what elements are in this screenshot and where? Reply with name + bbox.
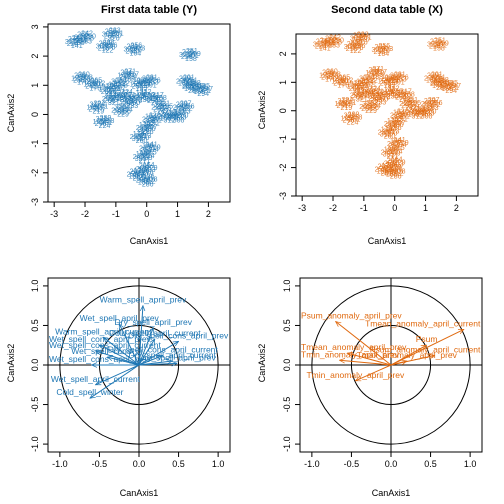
point-label: 321 — [108, 100, 120, 107]
scatter-points: 1221702072332562813033261331762132382602… — [65, 28, 213, 189]
vector-label: Wet_spell_cons_april_prev — [49, 354, 152, 364]
chart-title: Second data table (X) — [331, 4, 443, 16]
point-label: 294 — [445, 88, 457, 95]
vector-label: Wet_spell_april_current — [51, 374, 141, 384]
vector-label: Tmax_anomaly_april_prev — [357, 350, 458, 360]
y-axis-label: CanAxis2 — [6, 94, 16, 133]
point-label: 321 — [356, 97, 368, 104]
y-tick-label: -1.0 — [30, 436, 40, 452]
y-axis-label: CanAxis2 — [6, 344, 16, 383]
panel-y-correlation-circle: CanAxis1 CanAxis2 -1.0 -0.5 0.0 0.5 1.0 -1.0 -… — [6, 278, 230, 498]
x-tick-label: -0.5 — [92, 459, 108, 469]
y-tick-label: -2 — [278, 164, 288, 172]
y-tick-label: -0.5 — [30, 397, 40, 413]
x-tick-label: -1.0 — [304, 459, 320, 469]
x-tick-label: 0.0 — [385, 459, 398, 469]
y-tick-label: -1 — [30, 140, 40, 148]
point-label: 141 — [319, 45, 331, 52]
x-tick-label: -2 — [329, 203, 337, 213]
y-tick-label: -0.5 — [282, 397, 292, 413]
vector-label: Tmin_anomaly_april_prev — [306, 370, 405, 380]
x-tick-label: -2 — [81, 209, 89, 219]
point-label: 299 — [430, 79, 442, 86]
x-tick-label: -1 — [360, 203, 368, 213]
point-label: 122 — [102, 47, 114, 54]
x-tick-label: 0.0 — [133, 459, 146, 469]
y-tick-label: 2 — [278, 51, 288, 56]
x-tick-label: -0.5 — [344, 459, 360, 469]
y-tick-label: -3 — [30, 198, 40, 206]
y-tick-label: 2 — [30, 54, 40, 59]
point-label: 286 — [142, 182, 154, 189]
point-label: 158 — [185, 56, 197, 63]
x-tick-label: -3 — [50, 209, 58, 219]
x-tick-label: 2 — [206, 209, 211, 219]
y-tick-label: 0.5 — [30, 319, 40, 332]
x-tick-label: 0 — [392, 203, 397, 213]
point-label: 122 — [350, 48, 362, 55]
vector-label: Warm_spell_april_prev — [100, 295, 187, 305]
x-tick-label: -1 — [112, 209, 120, 219]
x-tick-label: 0.5 — [424, 459, 437, 469]
y-tick-label: -1.0 — [282, 436, 292, 452]
y-axis-label: CanAxis2 — [257, 91, 267, 130]
point-label: 294 — [197, 91, 209, 98]
point-label: 229 — [365, 108, 377, 115]
y-tick-label: 1.0 — [30, 280, 40, 293]
y-tick-label: 1 — [30, 83, 40, 88]
y-tick-label: 1.0 — [282, 280, 292, 293]
x-tick-label: -1.0 — [52, 459, 68, 469]
panel-x-correlation-circle: CanAxis1 CanAxis2 -1.0 -0.5 0.0 0.5 1.0 -1.0 -… — [257, 278, 482, 498]
y-tick-label: 3 — [30, 24, 40, 29]
x-tick-label: -3 — [298, 203, 306, 213]
y-tick-label: 0 — [30, 112, 40, 117]
x-tick-label: 1.0 — [212, 459, 225, 469]
x-axis-label: CanAxis1 — [130, 236, 169, 246]
vector-label: Psum — [416, 334, 438, 344]
y-tick-label: 0.0 — [282, 359, 292, 372]
point-label: 224 — [347, 119, 359, 126]
y-tick-label: 1 — [278, 80, 288, 85]
x-tick-label: 1 — [175, 209, 180, 219]
point-label: 141 — [71, 43, 83, 50]
y-tick-label: -1 — [278, 135, 288, 143]
scatter-points: 1221702072332562813033261331762132382602… — [313, 32, 461, 181]
correlation-vectors: Psum_anomaly_april_prevTmean_anomaly_apr… — [301, 311, 481, 381]
y-tick-label: -3 — [278, 192, 288, 200]
chart-title: First data table (Y) — [101, 4, 197, 16]
panel-first-data-table-y: First data table (Y) CanAxis1 CanAxis2 -… — [6, 4, 230, 246]
point-label: 158 — [433, 45, 445, 52]
axis-ticks: -3 -2 -1 0 1 2 -3 -2 -1 0 1 2 — [278, 34, 478, 213]
y-axis-label: CanAxis2 — [257, 344, 267, 383]
y-tick-label: -2 — [30, 169, 40, 177]
point-label: 299 — [182, 82, 194, 89]
x-axis-label: CanAxis1 — [120, 488, 159, 498]
vector-label: Dry_spell_april_prev — [138, 352, 216, 362]
point-label: 312 — [411, 114, 423, 121]
point-label: 229 — [117, 112, 129, 119]
y-tick-label: 0.0 — [30, 359, 40, 372]
point-label: 224 — [99, 123, 111, 130]
x-tick-label: 1.0 — [464, 459, 477, 469]
panel-second-data-table-x: Second data table (X) CanAxis1 CanAxis2 … — [257, 4, 478, 246]
x-tick-label: 0 — [144, 209, 149, 219]
y-tick-label: 0 — [278, 108, 288, 113]
y-tick-label: 0.5 — [282, 319, 292, 332]
point-label: 286 — [390, 173, 402, 180]
x-axis-label: CanAxis1 — [368, 236, 407, 246]
x-tick-label: 2 — [454, 203, 459, 213]
x-tick-label: 1 — [423, 203, 428, 213]
x-tick-label: 0.5 — [172, 459, 185, 469]
point-label: 312 — [163, 117, 175, 124]
vector-label: Cold_spell_winter — [56, 387, 123, 397]
point-label: 164 — [378, 51, 390, 58]
point-label: 164 — [130, 50, 142, 57]
vector-label: Dry_spell_april_prev — [115, 317, 193, 327]
vector-label: Tmean_anomaly_april_current — [365, 318, 481, 328]
x-axis-label: CanAxis1 — [372, 488, 411, 498]
